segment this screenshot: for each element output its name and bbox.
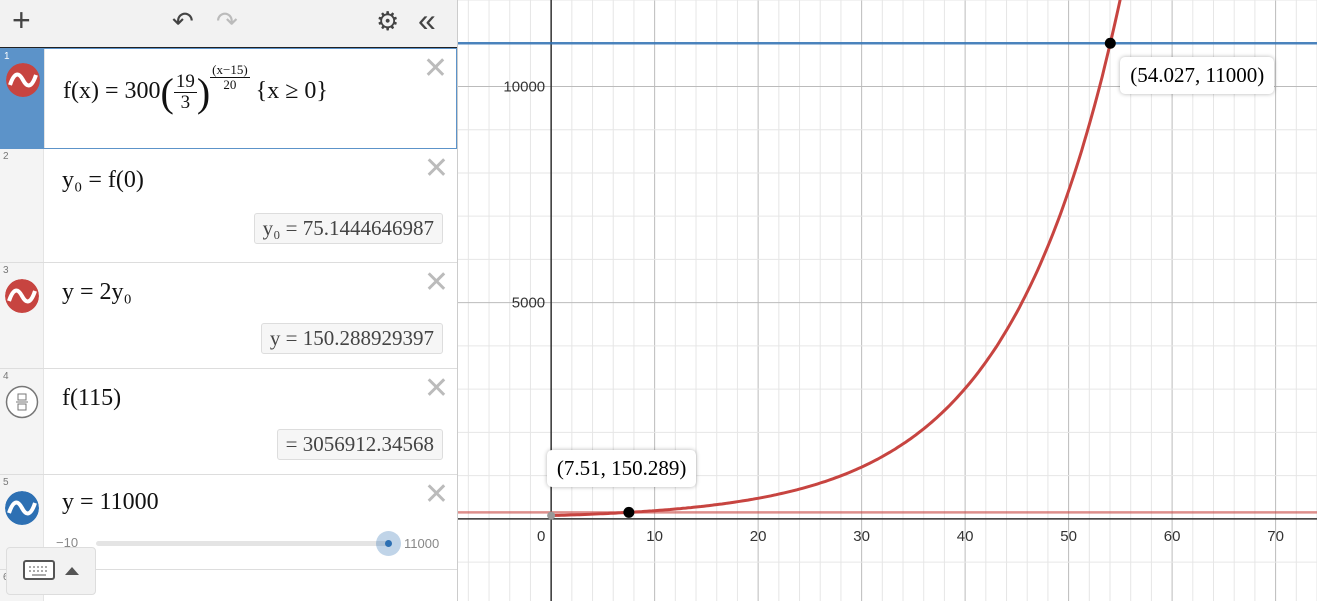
point-label: (7.51, 150.289) [546,450,697,488]
expression-input[interactable]: f(115) [62,385,122,411]
fraction-toggle-icon[interactable] [5,385,39,419]
keyboard-icon [23,560,55,580]
expression-input[interactable]: y = 11000 [62,489,159,515]
row-number: 3 [3,265,9,276]
x-tick-label: 10 [646,528,663,545]
slider-track[interactable] [96,541,388,546]
keyboard-toggle-button[interactable] [6,547,96,595]
graph-canvas[interactable]: 0 10 20 30 40 50 60 70 5000 10000 (7.51, 150.289)… [458,0,1317,601]
expression-panel: + ↶ ↷ ⚙ « 1 f(x) = 300(19 3) (x−15) 20 {x ≥… [0,0,458,601]
delete-expression-icon[interactable]: ✕ [423,266,449,299]
row-number: 2 [3,151,9,162]
expression-input[interactable]: f(x) = 300(19 3) (x−15) 20 {x ≥ 0} [63,62,328,115]
y-tick-label: 10000 [503,78,545,95]
row-number: 5 [3,477,9,488]
gutter: 2 [0,149,44,262]
row-number: 4 [3,371,9,382]
delete-expression-icon[interactable]: ✕ [423,478,449,511]
intersection-point [1104,37,1116,49]
graph-wave-icon[interactable] [5,491,39,525]
endpoint-marker [547,511,556,520]
x-tick-label: 30 [853,528,870,545]
gutter: 3 [0,263,44,368]
x-tick-label: 50 [1060,528,1077,545]
expression-row-2[interactable]: 2 y₀ = f(0) ✕ y₀ = 75.1444646987 [0,149,457,263]
graph-wave-icon[interactable] [5,279,39,313]
expression-input[interactable]: y₀ = f(0) [62,167,144,193]
x-tick-label: 20 [750,528,767,545]
expression-input[interactable]: y = 2y₀ [62,279,132,305]
graph-wave-icon[interactable] [6,63,40,97]
gutter: 4 [0,369,44,474]
collapse-panel-button[interactable]: « [418,2,436,38]
row-number: 6 [3,572,9,583]
expression-row-1[interactable]: 1 f(x) = 300(19 3) (x−15) 20 {x ≥ 0} ✕ [0,48,457,149]
add-expression-button[interactable]: + [12,2,31,38]
frac-den: 3 [180,92,191,113]
row-number: 1 [4,51,10,62]
gutter: 1 [1,49,45,148]
exp-den: 20 [223,76,237,92]
frac-num: 19 [173,71,197,93]
slider-max[interactable]: 11000 [404,536,440,551]
slider-handle[interactable] [376,531,401,556]
slider-min[interactable]: −10 [56,535,79,550]
y-tick-label: 5000 [512,295,545,312]
evaluation-result: y₀ = 75.1444646987 [253,213,443,244]
delete-expression-icon[interactable]: ✕ [422,52,448,85]
x-tick-label: 60 [1164,528,1181,545]
x-tick-label: 0 [537,528,545,545]
undo-button[interactable]: ↶ [172,6,194,36]
restriction: {x ≥ 0} [255,78,328,105]
expression-row-4[interactable]: 4 f(115) ✕ = 3056912.34568 [0,369,457,475]
evaluation-result: y = 150.288929397 [260,323,443,354]
delete-expression-icon[interactable]: ✕ [423,372,449,405]
expression-row-3[interactable]: 3 y = 2y₀ ✕ y = 150.288929397 [0,263,457,369]
intersection-point [623,506,635,518]
point-label: (54.027, 11000) [1120,57,1275,95]
toolbar: + ↶ ↷ ⚙ « [0,0,457,48]
x-tick-label: 40 [957,528,974,545]
delete-expression-icon[interactable]: ✕ [423,152,449,185]
redo-button[interactable]: ↷ [216,6,238,36]
x-tick-label: 70 [1267,528,1284,545]
graph-svg[interactable]: 0 10 20 30 40 50 60 70 5000 10000 [458,0,1317,601]
evaluation-result: = 3056912.34568 [276,429,443,460]
expr-lhs: f(x) = 300 [63,78,161,105]
exp-num: (x−15) [210,62,250,78]
function-curve-f [551,0,1122,518]
settings-gear-icon[interactable]: ⚙ [376,6,400,36]
caret-up-icon [65,567,79,575]
